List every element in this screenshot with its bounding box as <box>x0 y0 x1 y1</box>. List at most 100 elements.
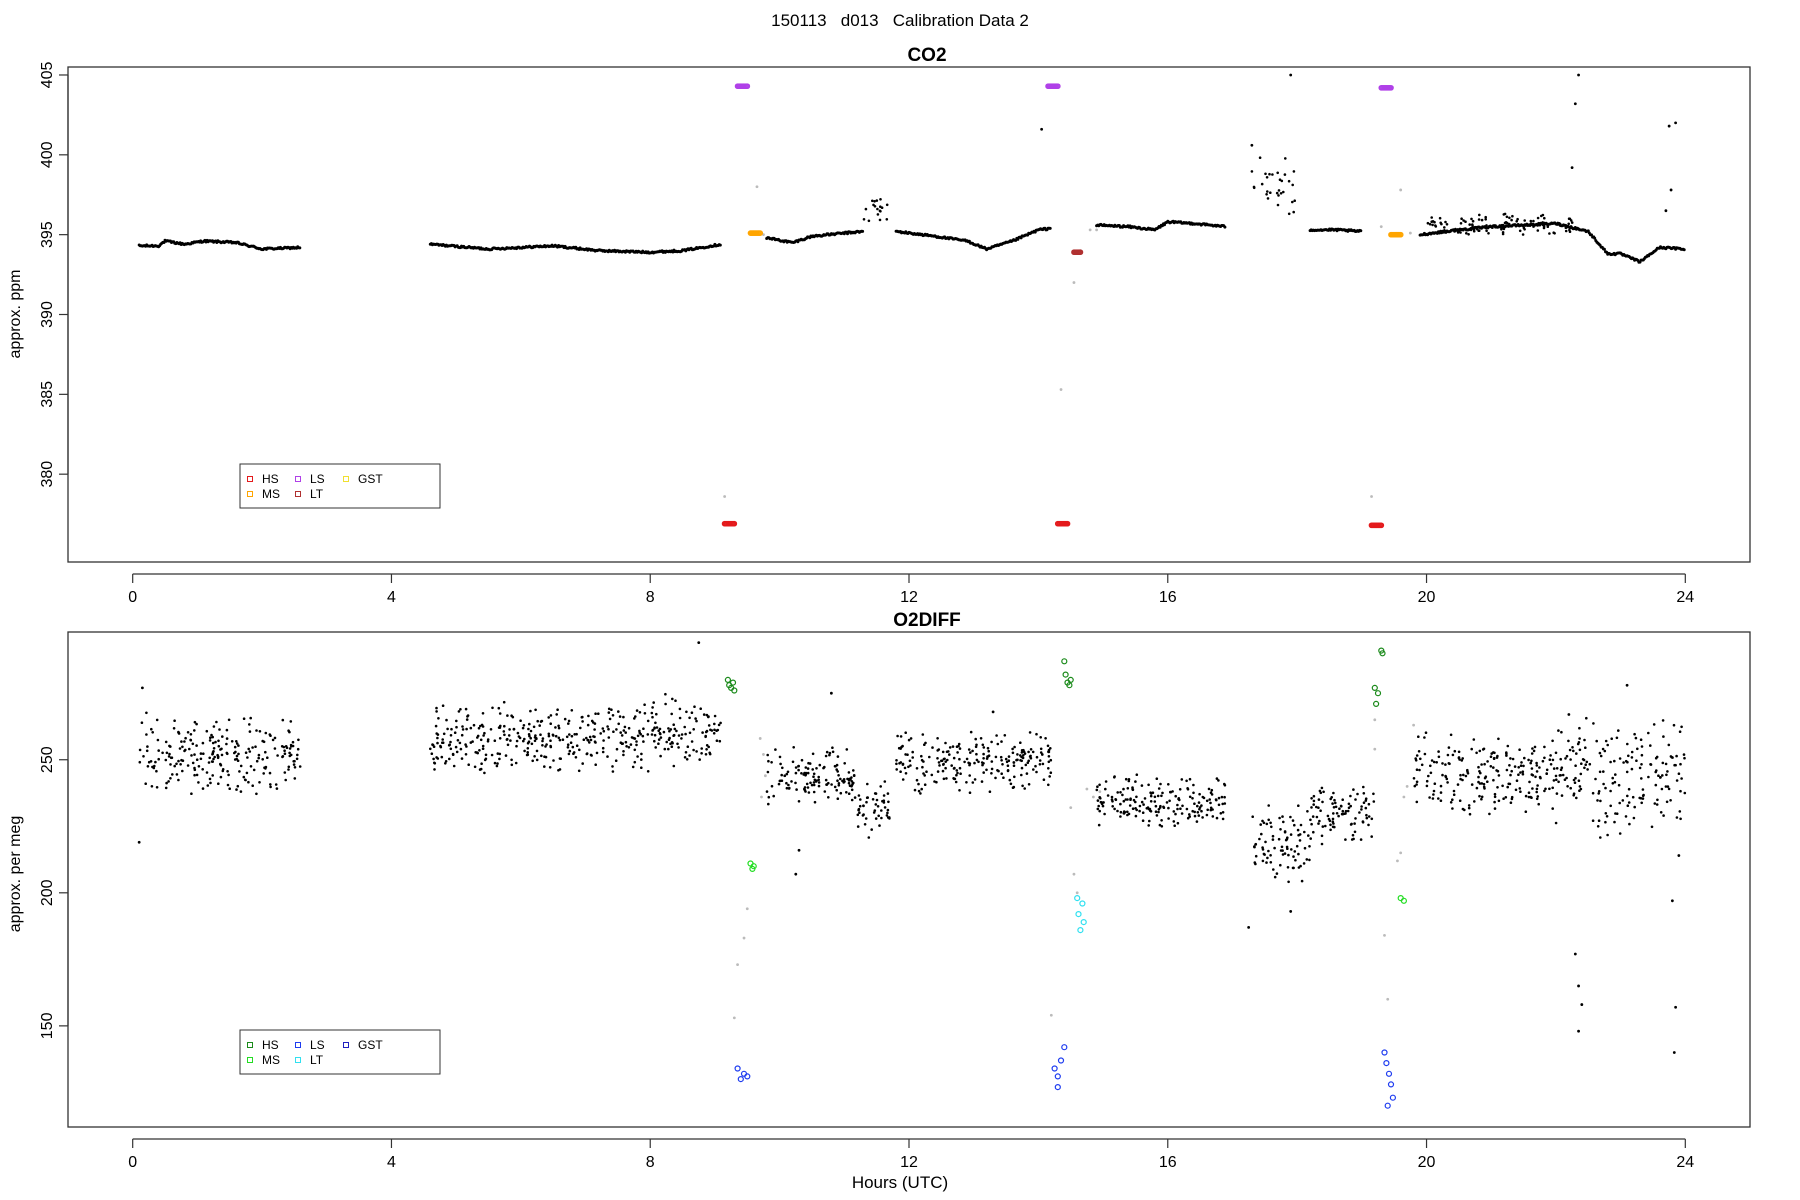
data-point <box>1521 233 1525 236</box>
data-point <box>283 752 287 755</box>
data-point <box>1041 762 1045 766</box>
data-point <box>837 774 840 777</box>
data-point <box>965 757 969 761</box>
data-point <box>1276 203 1280 207</box>
flush-point <box>763 774 767 778</box>
data-point <box>1535 797 1539 801</box>
data-point <box>1287 880 1290 884</box>
y-tick-label: 405 <box>39 62 56 89</box>
data-point <box>1647 731 1650 735</box>
data-point <box>659 732 662 736</box>
data-point <box>1433 220 1436 224</box>
data-point <box>1430 759 1434 762</box>
data-point <box>812 790 816 794</box>
data-point <box>1520 761 1523 764</box>
data-point <box>1031 750 1035 754</box>
data-point <box>1149 791 1152 794</box>
data-point <box>643 712 647 715</box>
data-point <box>1524 223 1528 227</box>
data-point <box>1427 774 1430 778</box>
data-point <box>1209 808 1213 812</box>
data-point <box>965 781 968 784</box>
data-point <box>1517 766 1520 769</box>
data-point <box>941 750 945 754</box>
data-point <box>1035 732 1038 736</box>
data-point <box>1188 815 1191 818</box>
data-point <box>1571 746 1574 749</box>
data-point <box>526 747 530 750</box>
data-point <box>1154 810 1158 813</box>
data-point <box>1661 719 1665 722</box>
data-point <box>147 760 151 764</box>
data-point <box>214 740 217 744</box>
data-point <box>944 766 947 770</box>
data-point <box>651 715 654 719</box>
data-point <box>1114 798 1118 802</box>
flush-point <box>736 963 739 967</box>
data-point <box>257 753 261 757</box>
data-point <box>442 732 446 736</box>
legend-swatch-ms <box>247 1057 253 1063</box>
data-point <box>1430 220 1433 223</box>
data-point <box>684 732 687 736</box>
data-point <box>510 714 513 717</box>
data-point <box>690 740 694 743</box>
data-point <box>1660 787 1664 791</box>
data-point <box>1350 838 1354 841</box>
data-point <box>955 745 959 748</box>
data-point <box>1029 754 1032 758</box>
data-point <box>507 734 511 737</box>
data-point <box>1640 753 1644 757</box>
data-point <box>496 752 500 755</box>
data-point <box>1147 824 1150 827</box>
data-point <box>718 739 722 743</box>
data-point <box>685 758 689 761</box>
data-point <box>1611 776 1614 780</box>
data-point <box>852 774 856 777</box>
data-point <box>1507 222 1511 226</box>
data-point <box>1362 785 1365 789</box>
data-point <box>1277 194 1280 197</box>
data-point <box>652 701 655 704</box>
data-point <box>1096 799 1100 802</box>
data-point <box>1320 834 1324 838</box>
data-point <box>1441 773 1444 777</box>
data-point <box>873 200 876 203</box>
data-point <box>1291 183 1294 187</box>
data-point <box>1437 750 1440 753</box>
legend-label-gst: GST <box>358 472 383 486</box>
data-point <box>529 709 532 713</box>
data-point <box>1483 787 1486 790</box>
data-point <box>1485 229 1488 233</box>
data-point <box>1632 816 1636 820</box>
data-point <box>1471 219 1475 223</box>
calibration-point-ls <box>1057 1057 1065 1064</box>
data-point <box>633 737 637 740</box>
data-point <box>1593 236 1597 240</box>
data-point <box>1649 763 1653 766</box>
data-point <box>183 740 186 743</box>
data-point <box>701 731 704 734</box>
calibration-point-ms <box>757 230 764 236</box>
data-point <box>152 766 156 770</box>
data-point <box>986 755 990 758</box>
data-point <box>937 761 941 764</box>
calibration-point-ls <box>744 1073 751 1080</box>
data-point <box>676 742 679 746</box>
data-point <box>694 717 697 720</box>
data-point <box>610 708 613 711</box>
data-point <box>971 781 975 784</box>
x-tick-label: 4 <box>387 1154 396 1171</box>
data-point <box>1297 804 1300 807</box>
data-point <box>533 755 536 758</box>
data-point <box>1469 228 1473 232</box>
data-point <box>1284 157 1287 160</box>
data-point <box>936 737 939 740</box>
data-point <box>1461 778 1464 782</box>
data-point <box>1431 223 1434 227</box>
data-point <box>797 768 800 772</box>
legend-label-ms: MS <box>262 1053 280 1067</box>
data-point <box>1358 811 1361 814</box>
data-point <box>472 723 476 727</box>
data-point <box>1480 763 1483 766</box>
